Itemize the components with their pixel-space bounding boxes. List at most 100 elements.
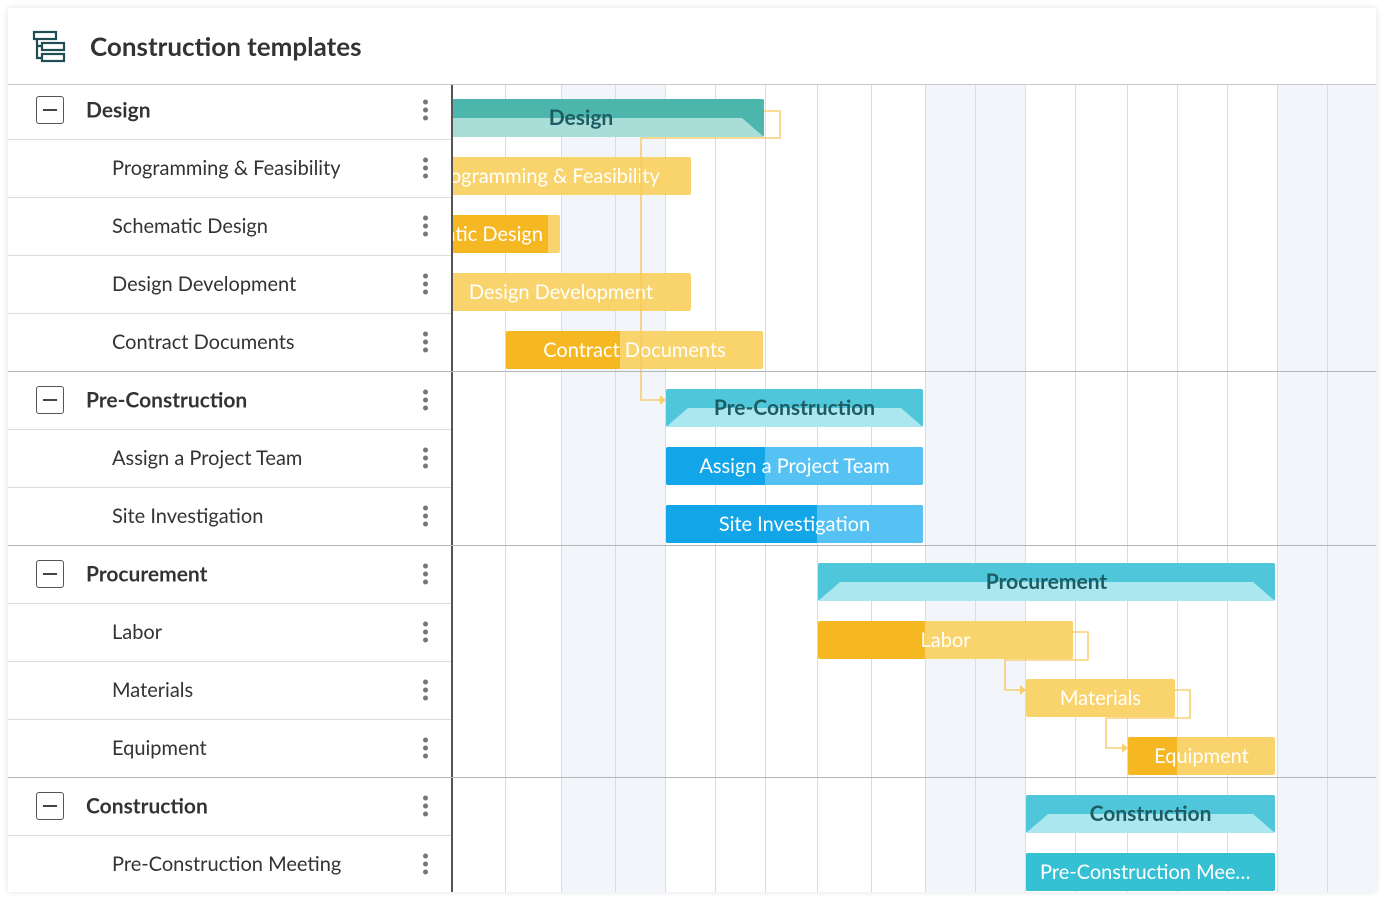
row-divider — [8, 197, 451, 198]
group-name: Construction — [86, 793, 208, 819]
progress-fill — [818, 621, 925, 659]
row-menu[interactable] — [423, 619, 429, 646]
day-column-line — [505, 85, 506, 892]
weekend-shade — [1277, 85, 1376, 892]
progress-fill — [453, 215, 548, 253]
task-name: Site Investigation — [112, 504, 264, 528]
task-bar[interactable]: Labor — [818, 621, 1073, 659]
dependency-line — [640, 110, 781, 401]
task-name: Equipment — [112, 736, 207, 760]
collapse-toggle[interactable] — [36, 96, 64, 124]
day-column-line — [1227, 85, 1228, 892]
row-menu[interactable] — [423, 213, 429, 240]
row-menu[interactable] — [423, 387, 429, 414]
row-divider — [8, 487, 451, 488]
row-divider — [8, 429, 451, 430]
day-column-line — [1025, 85, 1026, 892]
day-column-line — [1327, 85, 1328, 892]
collapse-toggle[interactable] — [36, 792, 64, 820]
dependency-arrow — [660, 395, 666, 405]
page-title: Construction templates — [90, 30, 362, 62]
progress-fill — [666, 447, 765, 485]
day-column-line — [1075, 85, 1076, 892]
task-bar[interactable]: Contract Documents — [506, 331, 763, 369]
group-divider — [8, 371, 1376, 372]
day-column-line — [925, 85, 926, 892]
day-column-line — [817, 85, 818, 892]
timeline: Design Programming & Feasibility Schematic… — [453, 85, 1376, 892]
day-column-line — [871, 85, 872, 892]
weekend-shade — [561, 85, 665, 892]
row-menu[interactable] — [423, 445, 429, 472]
task-bar[interactable]: Pre-Construction Meeting — [1026, 853, 1275, 891]
row-divider — [8, 661, 451, 662]
row-menu[interactable] — [423, 155, 429, 182]
row-menu[interactable] — [423, 271, 429, 298]
task-bar[interactable]: Materials — [1026, 679, 1175, 717]
dependency-line — [1105, 689, 1191, 749]
group-divider — [8, 545, 1376, 546]
dependency-arrow — [1020, 685, 1026, 695]
progress-fill — [506, 331, 620, 369]
row-menu[interactable] — [423, 329, 429, 356]
row-divider — [8, 835, 451, 836]
collapse-toggle[interactable] — [36, 560, 64, 588]
summary-bar-lower — [1026, 814, 1275, 833]
row-divider — [8, 719, 451, 720]
task-name: Design Development — [112, 272, 297, 296]
task-bar[interactable]: Design Development — [453, 273, 691, 311]
task-name: Assign a Project Team — [112, 446, 303, 470]
gantt-card: Construction templates Design Programming… — [8, 8, 1376, 892]
summary-bar-lower — [666, 408, 923, 427]
summary-bar-lower — [453, 118, 764, 137]
task-bar[interactable]: Site Investigation — [666, 505, 923, 543]
row-menu[interactable] — [423, 503, 429, 530]
task-bar[interactable]: Schematic Design — [453, 215, 560, 253]
group-divider — [8, 777, 1376, 778]
header-divider — [8, 84, 1376, 85]
row-menu[interactable] — [423, 735, 429, 762]
task-bar[interactable]: Assign a Project Team — [666, 447, 923, 485]
summary-bar[interactable]: Pre-Construction — [666, 389, 923, 427]
row-menu[interactable] — [423, 851, 429, 878]
group-name: Design — [86, 97, 151, 123]
panel-divider — [451, 85, 453, 892]
day-column-line — [1177, 85, 1178, 892]
row-menu[interactable] — [423, 793, 429, 820]
day-column-line — [561, 85, 562, 892]
summary-bar[interactable]: Procurement — [818, 563, 1275, 601]
dependency-arrow — [1122, 743, 1128, 753]
progress-fill — [1128, 737, 1177, 775]
task-name: Contract Documents — [112, 330, 295, 354]
task-name: Schematic Design — [112, 214, 268, 238]
row-menu[interactable] — [423, 561, 429, 588]
progress-fill — [1026, 853, 1275, 891]
task-name: Pre-Construction Meeting — [112, 852, 342, 876]
task-bar[interactable]: Equipment — [1128, 737, 1275, 775]
progress-fill — [666, 505, 817, 543]
group-name: Procurement — [86, 561, 208, 587]
app-icon — [32, 30, 66, 63]
group-name: Pre-Construction — [86, 387, 248, 413]
summary-bar[interactable]: Construction — [1026, 795, 1275, 833]
day-column-line — [975, 85, 976, 892]
row-divider — [8, 603, 451, 604]
task-name: Programming & Feasibility — [112, 156, 341, 180]
summary-bar-lower — [818, 582, 1275, 601]
row-divider — [8, 139, 451, 140]
row-menu[interactable] — [423, 97, 429, 124]
row-divider — [8, 313, 451, 314]
day-column-line — [765, 85, 766, 892]
task-name: Labor — [112, 620, 163, 644]
dependency-line — [1004, 631, 1089, 691]
row-menu[interactable] — [423, 677, 429, 704]
day-column-line — [665, 85, 666, 892]
day-column-line — [615, 85, 616, 892]
day-column-line — [715, 85, 716, 892]
task-bar[interactable]: Programming & Feasibility — [453, 157, 691, 195]
collapse-toggle[interactable] — [36, 386, 64, 414]
row-divider — [8, 255, 451, 256]
summary-bar[interactable]: Design — [453, 99, 764, 137]
day-column-line — [1127, 85, 1128, 892]
day-column-line — [1277, 85, 1278, 892]
